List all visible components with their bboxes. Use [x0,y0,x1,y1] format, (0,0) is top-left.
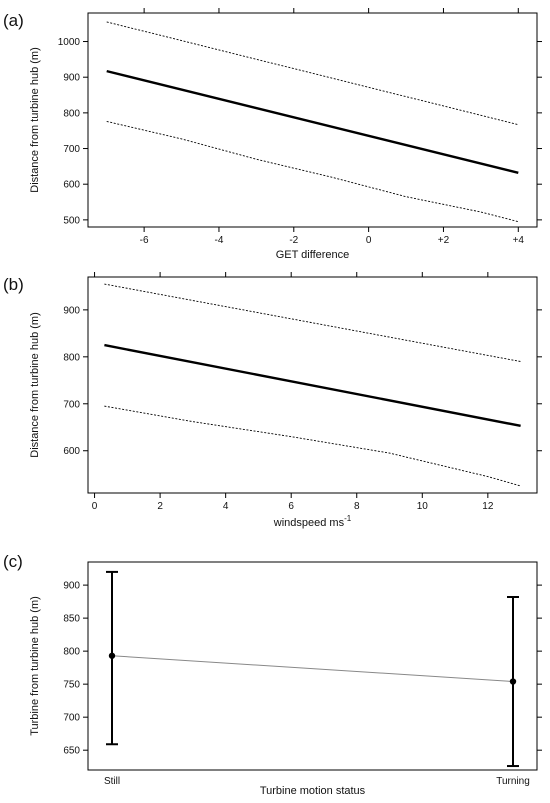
x-tick-label: +4 [513,235,525,246]
y-tick-label: 800 [63,352,80,363]
y-tick-label: 700 [63,713,80,724]
x-axis-label: GET difference [276,249,350,261]
x-tick-label: 8 [354,501,360,512]
x-category-label: Turning [496,776,530,787]
series-line-lower [104,405,521,487]
y-tick-label: 900 [63,305,80,316]
series-line-lower [106,120,519,223]
series-line-upper [106,21,519,126]
chart-panel-c: (c) 650 700 750 800 850 900 Still Turning Turbine… [3,552,542,797]
y-tick-label: 800 [63,647,80,658]
x-tick-label: +2 [438,235,450,246]
x-tick-label: 0 [92,501,98,512]
x-tick-label: 0 [366,235,372,246]
x-axis-label: Turbine motion status [260,785,366,797]
panel-label: (b) [3,275,24,294]
y-tick-label: 700 [63,399,80,410]
y-tick-label: 600 [63,180,80,191]
x-axis-label: windspeed ms-1 [273,514,352,529]
y-tick-label: 600 [63,446,80,457]
y-tick-label: 800 [63,108,80,119]
series-line-fit [106,69,519,174]
data-point [509,678,517,685]
y-tick-label: 500 [63,215,80,226]
chart-panel-a: (a) 500 600 700 800 900 1000 -6 -4 -2 0 +2 +4 GET dif… [3,8,542,261]
x-tick-label: 12 [482,501,494,512]
panel-label: (c) [3,552,23,571]
y-axis-label: Distance from turbine hub (m) [29,312,41,458]
plot-frame [87,276,538,494]
connecting-line [111,655,514,683]
x-tick-label: 4 [223,501,229,512]
x-tick-label: 6 [288,501,294,512]
x-tick-label: -4 [215,235,224,246]
y-tick-label: 900 [63,581,80,592]
y-tick-label: 1000 [58,37,81,48]
plot-frame [87,561,538,771]
series-line-upper [104,283,521,362]
panel-label: (a) [3,11,24,30]
y-tick-label: 700 [63,144,80,155]
y-axis-label: Turbine from turbine hub (m) [29,596,41,736]
x-tick-label: -2 [289,235,298,246]
data-point [108,652,116,659]
y-tick-label: 750 [63,680,80,691]
plot-frame [87,12,538,228]
x-tick-label: -6 [140,235,149,246]
x-tick-label: 2 [157,501,163,512]
x-category-label: Still [104,776,120,787]
y-axis-label: Distance from turbine hub (m) [29,47,41,193]
x-axis-label-main: windspeed ms [273,517,345,529]
chart-panel-b: (b) 600 700 800 900 0 2 4 6 8 10 12 windspeed ms-1 Di… [3,272,542,529]
y-tick-label: 900 [63,73,80,84]
y-tick-label: 850 [63,614,80,625]
y-tick-label: 650 [63,746,80,757]
x-tick-label: 10 [417,501,429,512]
series-line-fit [104,343,521,428]
x-axis-label-superscript: -1 [344,514,352,523]
